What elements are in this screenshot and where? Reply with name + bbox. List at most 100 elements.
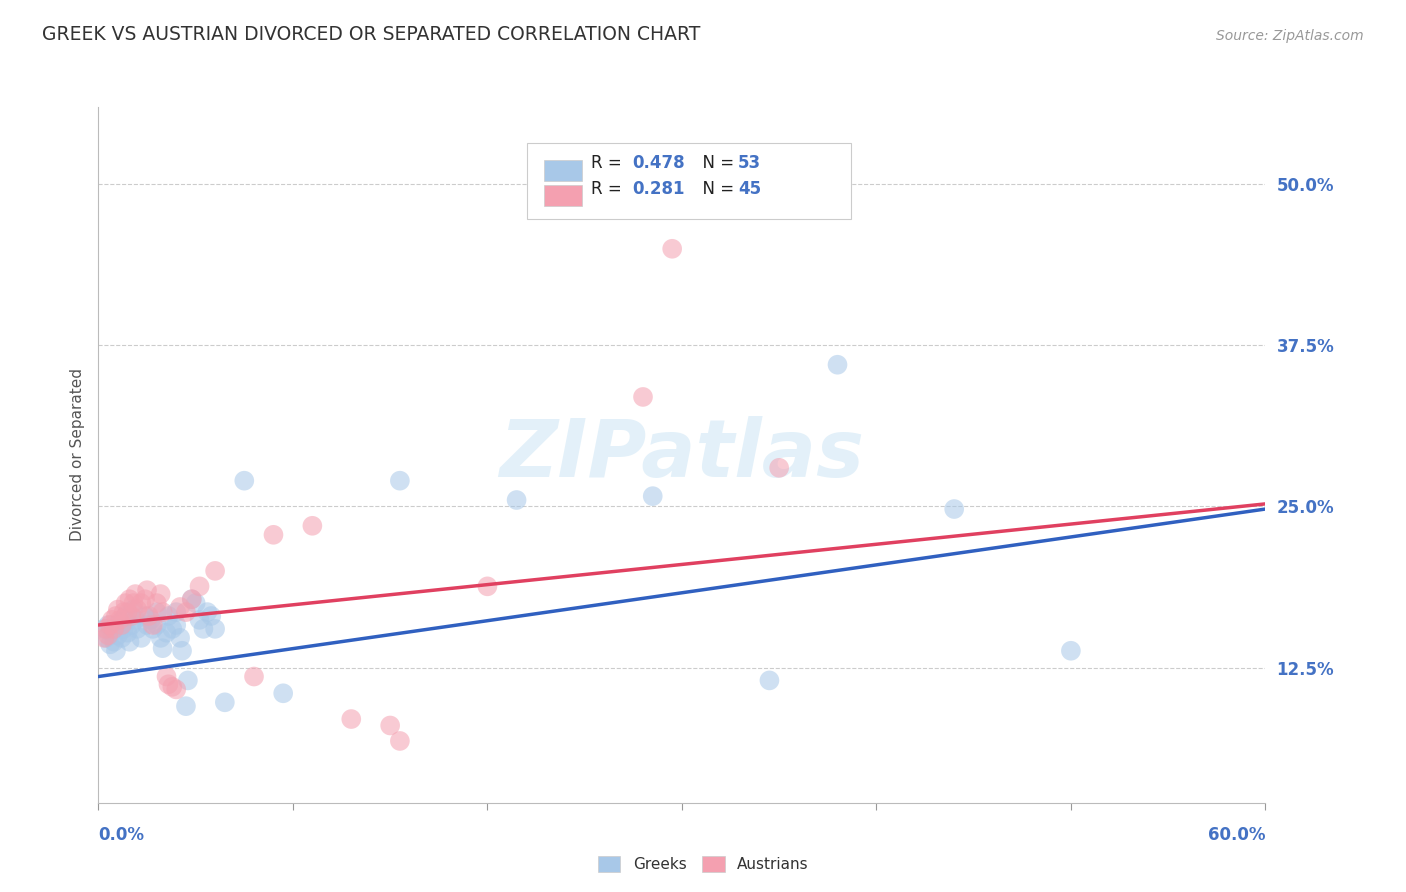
Point — [149, 587, 172, 601]
Point — [188, 579, 211, 593]
Point — [262, 528, 284, 542]
Point — [758, 673, 780, 688]
Text: 53: 53 — [738, 153, 761, 171]
Point — [112, 622, 135, 636]
Point — [214, 695, 236, 709]
Point — [174, 699, 197, 714]
Point — [114, 596, 136, 610]
Point — [827, 358, 849, 372]
Point — [98, 637, 121, 651]
Point — [97, 618, 120, 632]
Point — [117, 605, 139, 619]
Point — [118, 592, 141, 607]
Point — [96, 622, 118, 636]
Point — [204, 622, 226, 636]
Point — [138, 609, 160, 624]
Point — [340, 712, 363, 726]
Point — [174, 605, 197, 619]
Point — [142, 622, 165, 636]
Text: 0.281: 0.281 — [633, 179, 685, 197]
Point — [184, 596, 207, 610]
Point — [134, 592, 156, 607]
Point — [177, 673, 200, 688]
Point — [142, 618, 165, 632]
Point — [641, 489, 664, 503]
Point — [136, 583, 159, 598]
Point — [104, 644, 127, 658]
Point — [127, 622, 149, 636]
Text: Source: ZipAtlas.com: Source: ZipAtlas.com — [1216, 29, 1364, 43]
Point — [169, 631, 191, 645]
Point — [271, 686, 294, 700]
Point — [169, 599, 191, 614]
Point — [118, 634, 141, 648]
Point — [378, 718, 402, 732]
Point — [97, 628, 120, 642]
Text: 0.478: 0.478 — [633, 153, 685, 171]
Point — [505, 493, 527, 508]
Point — [93, 622, 115, 636]
Point — [233, 474, 256, 488]
Text: 45: 45 — [738, 179, 761, 197]
Text: N =: N = — [692, 179, 740, 197]
Point — [200, 609, 222, 624]
Point — [146, 618, 169, 632]
Point — [101, 625, 124, 640]
Point — [477, 579, 499, 593]
Point — [149, 631, 172, 645]
Point — [112, 605, 135, 619]
Point — [121, 609, 143, 624]
Point — [134, 609, 156, 624]
Point — [122, 596, 145, 610]
Point — [146, 605, 169, 619]
Point — [103, 622, 125, 636]
Y-axis label: Divorced or Separated: Divorced or Separated — [69, 368, 84, 541]
Point — [193, 622, 215, 636]
Text: R =: R = — [591, 179, 627, 197]
Point — [103, 634, 125, 648]
Point — [1060, 644, 1083, 658]
Point — [127, 602, 149, 616]
Point — [98, 618, 121, 632]
Point — [104, 609, 127, 624]
Point — [180, 592, 202, 607]
Text: GREEK VS AUSTRIAN DIVORCED OR SEPARATED CORRELATION CHART: GREEK VS AUSTRIAN DIVORCED OR SEPARATED … — [42, 25, 700, 44]
Point — [162, 622, 184, 636]
Point — [188, 613, 211, 627]
Point — [122, 602, 145, 616]
Point — [93, 631, 115, 645]
Point — [768, 460, 790, 475]
Point — [121, 618, 143, 632]
Text: ZIPatlas: ZIPatlas — [499, 416, 865, 494]
Point — [155, 625, 177, 640]
Point — [107, 628, 129, 642]
Point — [162, 680, 184, 694]
Point — [165, 618, 187, 632]
Point — [101, 613, 124, 627]
Point — [111, 618, 134, 632]
Point — [152, 641, 174, 656]
Point — [157, 609, 180, 624]
Point — [108, 615, 131, 630]
Point — [107, 602, 129, 616]
Text: N =: N = — [692, 153, 740, 171]
Text: R =: R = — [591, 153, 627, 171]
Point — [139, 613, 162, 627]
Point — [631, 390, 654, 404]
Point — [124, 587, 146, 601]
Point — [146, 596, 169, 610]
Point — [388, 474, 411, 488]
Text: 60.0%: 60.0% — [1208, 826, 1265, 844]
Point — [195, 605, 218, 619]
Point — [157, 677, 180, 691]
Point — [114, 609, 136, 624]
Point — [155, 669, 177, 683]
Point — [388, 734, 411, 748]
Point — [165, 605, 187, 619]
Point — [108, 613, 131, 627]
Point — [301, 518, 323, 533]
Point — [129, 631, 152, 645]
Point — [943, 502, 966, 516]
Point — [180, 592, 202, 607]
Point — [170, 644, 193, 658]
